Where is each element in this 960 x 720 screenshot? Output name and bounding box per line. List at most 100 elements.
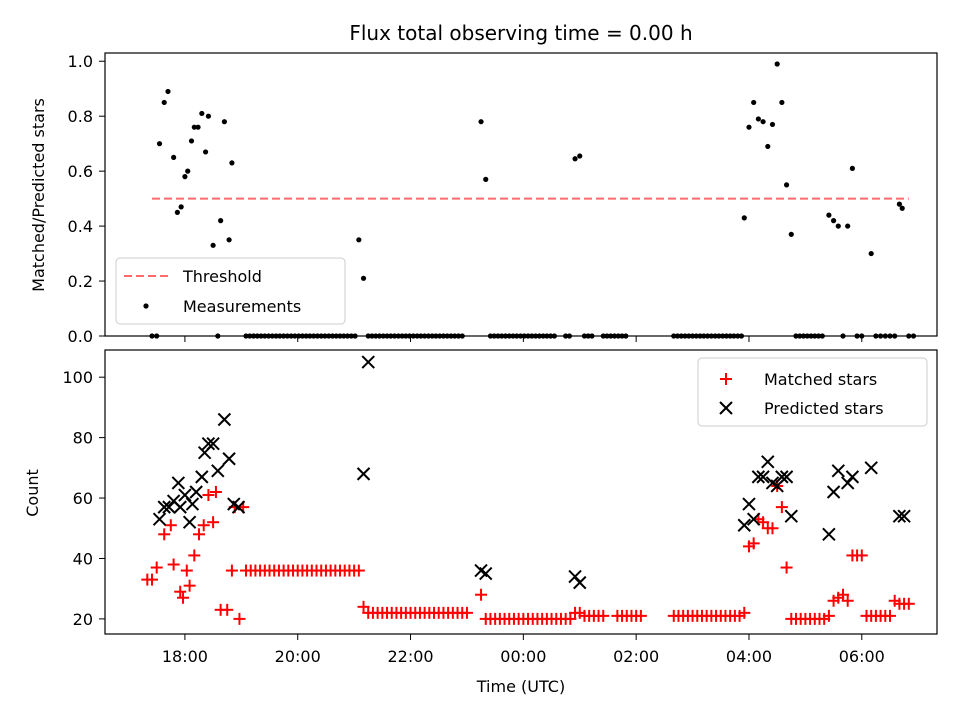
measurement-point — [218, 218, 224, 224]
matched-star-point — [352, 564, 365, 577]
matched-star-point — [197, 519, 210, 532]
matched-legend-swatch — [720, 373, 732, 385]
matched-star-point — [634, 609, 647, 622]
measurement-point — [774, 61, 780, 67]
predicted-star-point — [157, 500, 171, 514]
matched-star-point — [167, 558, 180, 571]
predicted-star-point — [831, 464, 845, 478]
measurement-point — [182, 174, 188, 180]
top-panel: Flux total observing time = 0.00 h 0.0 0.… — [29, 21, 938, 346]
matched-star-point — [193, 528, 206, 541]
matched-star-point — [146, 573, 159, 586]
matched-star-point — [158, 528, 171, 541]
bottom-x-ticks: 18:00 20:00 22:00 00:00 02:00 04:00 06:00 — [162, 634, 885, 666]
threshold-legend-label: Threshold — [182, 267, 262, 286]
predicted-star-point — [479, 566, 493, 581]
predicted-star-point — [206, 436, 220, 451]
predicted-star-point — [185, 497, 200, 511]
bottom-panel: 20 40 60 80 100 18:00 20:00 22:00 00:00 02:00 04:… — [23, 349, 938, 696]
measurement-point — [185, 168, 191, 174]
predicted-star-point — [864, 461, 878, 475]
predicted-star-point — [195, 470, 209, 484]
measurement-point — [845, 223, 851, 229]
measurement-point — [779, 99, 785, 106]
measurement-point — [199, 110, 205, 117]
matched-star-point — [180, 564, 193, 577]
measurement-point — [755, 116, 761, 122]
predicted-star-point — [822, 527, 836, 542]
measurement-point — [830, 218, 837, 224]
matched-star-point — [188, 549, 201, 562]
predicted-star-point — [217, 412, 232, 427]
bottom-legend-box — [697, 357, 928, 427]
matched-star-point — [766, 522, 779, 535]
top-legend-box — [115, 257, 346, 325]
measurement-point — [174, 209, 180, 215]
measurement-point — [226, 237, 232, 243]
matched-star-point — [164, 519, 177, 532]
bottom-plot-area — [141, 355, 915, 625]
top-y-axis-label: Matched/Predicted stars — [29, 98, 48, 292]
predicted-star-point — [201, 436, 216, 451]
matched-star-point — [822, 609, 835, 622]
bottom-y-tick-label: 40 — [73, 549, 93, 568]
measurement-point — [195, 124, 201, 130]
measurement-point — [783, 182, 790, 188]
matched-star-point — [836, 588, 849, 601]
measurement-point — [191, 124, 197, 130]
top-y-tick-label: 0.6 — [68, 162, 93, 181]
measurement-point — [765, 143, 771, 150]
measurement-point — [360, 275, 367, 281]
chart-title: Flux total observing time = 0.00 h — [349, 21, 692, 45]
measurement-point — [896, 201, 902, 207]
predicted-star-point — [356, 467, 371, 481]
measurement-point — [788, 231, 794, 237]
matched-star-point — [460, 606, 473, 619]
measurements-legend-label: Measurements — [183, 297, 301, 316]
predicted-star-point — [182, 515, 197, 529]
predicted-star-point — [178, 488, 192, 502]
matched-star-point — [738, 606, 751, 619]
matched-star-point — [225, 564, 238, 577]
top-y-tick-label: 0.8 — [68, 107, 93, 126]
measurement-point — [760, 119, 766, 125]
bottom-y-tick-label: 80 — [73, 429, 93, 448]
bottom-y-tick-label: 60 — [73, 489, 93, 508]
measurement-point — [478, 119, 484, 125]
top-y-ticks: 0.0 0.2 0.4 0.6 0.8 1.0 — [68, 52, 105, 346]
matched-star-point — [174, 585, 187, 598]
bottom-y-tick-label: 20 — [73, 610, 93, 629]
x-axis-label: Time (UTC) — [476, 677, 565, 696]
measurement-point — [156, 141, 163, 147]
matched-star-point — [202, 489, 215, 502]
predicted-star-point — [826, 485, 841, 499]
predicted-star-point — [173, 500, 187, 514]
measurement-point — [188, 138, 195, 144]
predicted-star-point — [761, 455, 775, 469]
measurement-point — [171, 154, 177, 161]
x-tick-label: 04:00 — [726, 647, 772, 666]
predicted-legend-label: Predicted stars — [764, 399, 884, 418]
matched-star-point — [150, 561, 163, 574]
predicted-star-point — [746, 512, 761, 526]
measurement-point — [229, 160, 235, 166]
top-legend: Threshold Measurements — [115, 257, 346, 325]
predicted-star-point — [573, 575, 587, 590]
measurement-point — [899, 205, 905, 211]
top-y-tick-label: 0.0 — [68, 327, 93, 346]
top-x-ticks — [184, 336, 863, 342]
matched-star-point — [233, 612, 246, 625]
bottom-y-tick-label: 100 — [62, 368, 93, 387]
matched-star-point — [221, 603, 234, 616]
matched-star-point — [597, 609, 610, 622]
bottom-y-axis-label: Count — [23, 469, 42, 517]
matched-star-point — [207, 516, 220, 529]
predicted-star-point — [897, 509, 911, 523]
matched-star-point — [883, 609, 896, 622]
matched-star-point — [747, 537, 760, 550]
matched-star-point — [564, 612, 577, 625]
predicted-star-point — [751, 470, 766, 484]
x-tick-label: 06:00 — [839, 647, 885, 666]
predicted-star-point — [892, 509, 907, 523]
